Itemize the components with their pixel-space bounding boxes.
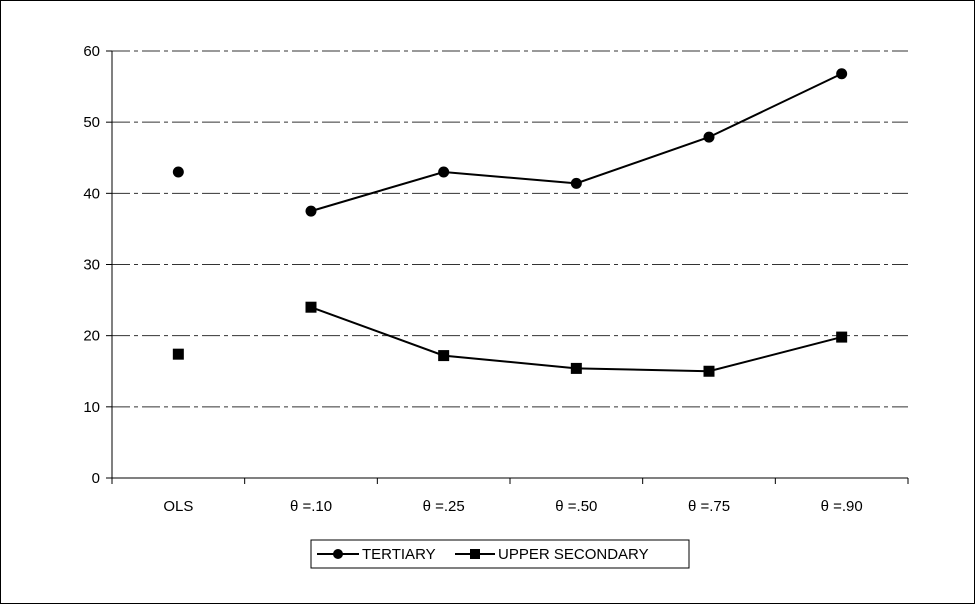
- gridlines: [112, 50, 908, 408]
- series-tertiary: [172, 68, 848, 217]
- x-tick-label: θ =.90: [821, 498, 863, 515]
- data-point: [836, 331, 848, 343]
- x-tick-label: θ =.50: [555, 498, 597, 515]
- series-upper-secondary: [172, 301, 848, 377]
- y-tick-label: 50: [83, 114, 100, 131]
- data-point: [438, 166, 450, 178]
- x-tick-label: OLS: [163, 498, 193, 515]
- y-tick-label: 0: [92, 470, 100, 487]
- data-point: [703, 365, 715, 377]
- data-point: [438, 350, 450, 362]
- legend-label: TERTIARY: [362, 546, 436, 563]
- series-line: [310, 72, 843, 213]
- legend-marker-circle: [333, 549, 343, 559]
- data-point: [570, 177, 582, 189]
- y-tick-label: 10: [83, 399, 100, 416]
- data-point: [172, 166, 184, 178]
- y-tick-label: 40: [83, 185, 100, 202]
- y-axis-ticks: 0 10 20 30 40 50 60: [83, 43, 112, 487]
- y-tick-label: 30: [83, 257, 100, 274]
- legend-item: UPPER SECONDARY: [455, 546, 649, 563]
- legend-box: [310, 539, 690, 569]
- legend-marker-square: [470, 549, 480, 559]
- y-tick-label: 60: [83, 43, 100, 60]
- x-tick-label: θ =.10: [290, 498, 332, 515]
- legend-label: UPPER SECONDARY: [498, 546, 649, 563]
- legend-item: TERTIARY: [317, 546, 436, 563]
- y-tick-label: 20: [83, 328, 100, 345]
- x-tick-label: θ =.25: [423, 498, 465, 515]
- data-point: [570, 362, 582, 374]
- legend: TERTIARY UPPER SECONDARY: [310, 539, 690, 569]
- data-point: [836, 68, 848, 80]
- data-point: [172, 348, 184, 360]
- series-group: [172, 68, 848, 377]
- data-point: [703, 131, 715, 143]
- data-point: [305, 301, 317, 313]
- x-tick-label: θ =.75: [688, 498, 730, 515]
- data-point: [305, 205, 317, 217]
- series-line: [310, 306, 842, 373]
- x-axis-ticks: OLS θ =.10 θ =.25 θ =.50 θ =.75 θ =.90: [111, 478, 909, 515]
